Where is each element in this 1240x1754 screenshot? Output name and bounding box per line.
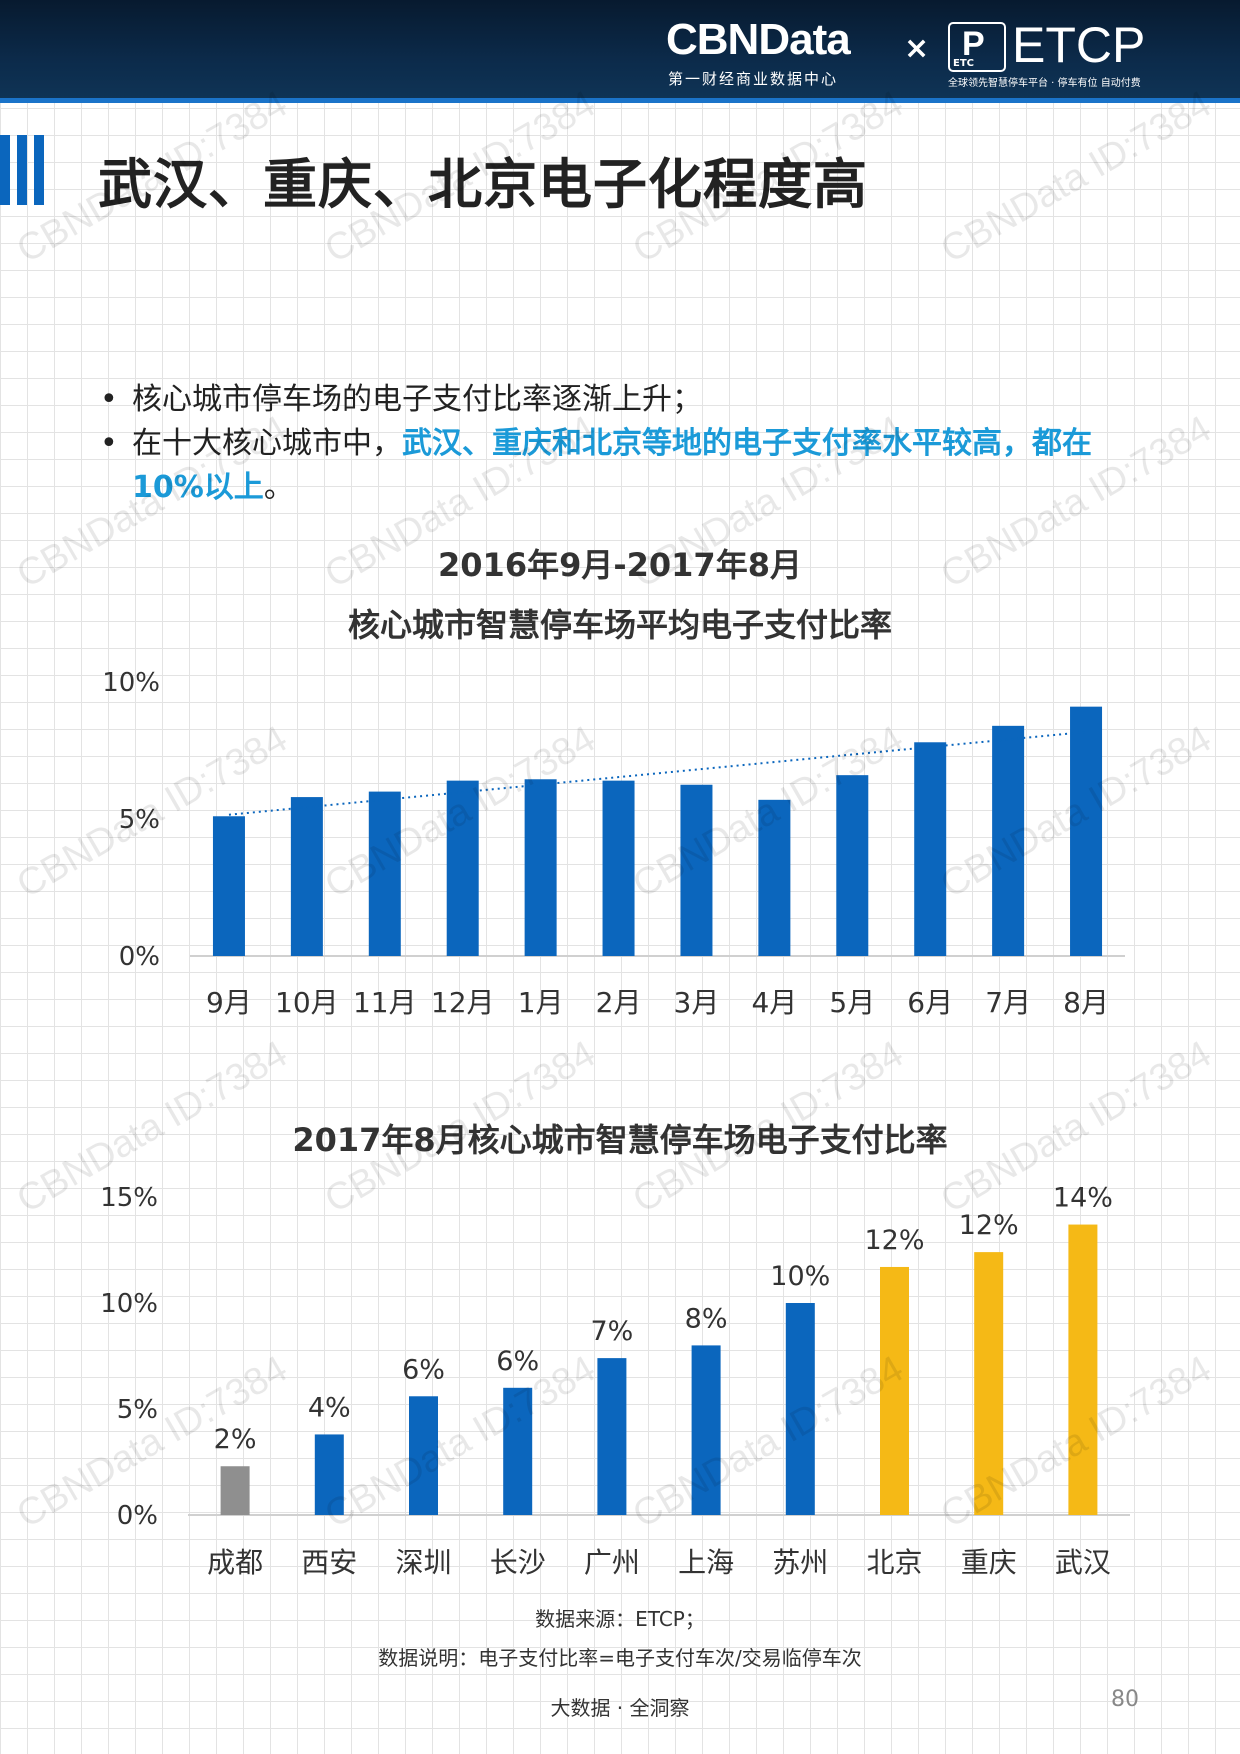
data-label: 4%: [308, 1392, 351, 1423]
bar: [220, 1466, 250, 1515]
data-label: 6%: [402, 1354, 445, 1385]
accent-bar: [0, 135, 10, 205]
x-tick-label: 深圳: [395, 1546, 451, 1579]
bullet-text: 核心城市停车场的电子支付比率逐渐上升；: [132, 382, 702, 417]
bullet-text-end: 。: [263, 470, 294, 505]
chart1-title-line2: 核心城市智慧停车场平均电子支付比率: [347, 606, 892, 644]
data-label: 12%: [959, 1210, 1019, 1241]
x-tick-label: 8月: [1063, 986, 1109, 1019]
x-tick-label: 5月: [829, 986, 875, 1019]
etcp-badge-text: ETC: [953, 58, 974, 69]
x-tick-label: 3月: [674, 986, 720, 1019]
y-tick-label: 0%: [117, 1501, 158, 1531]
x-tick-label: 7月: [985, 986, 1031, 1019]
bullet-dot-icon: •: [100, 382, 118, 417]
bar: [914, 742, 947, 956]
bar: [691, 1345, 721, 1515]
city-payment-rate-chart: 0% 5% 10% 15% 2% 成都 4% 西安 6% 深圳 6% 长沙 7% 广州 8% 上海 10% 苏州 1…: [100, 1183, 1130, 1579]
bar: [409, 1396, 438, 1515]
x-tick-label: 6月: [907, 986, 953, 1019]
cbndata-subtitle: 第一财经商业数据中心: [668, 70, 839, 88]
bar: [974, 1252, 1004, 1515]
etcp-badge-letter: P: [962, 25, 985, 63]
x-tick-label: 4月: [751, 986, 797, 1019]
bar: [212, 816, 245, 956]
bar: [992, 725, 1025, 956]
bar: [1070, 706, 1103, 956]
bar: [1068, 1224, 1098, 1515]
bar: [785, 1303, 815, 1515]
data-label: 14%: [1053, 1183, 1113, 1214]
bar: [446, 780, 479, 956]
x-tick-label: 11月: [353, 986, 417, 1019]
x-tick-label: 1月: [518, 986, 564, 1019]
x-tick-label: 苏州: [772, 1546, 828, 1579]
bar: [368, 791, 401, 956]
x-tick-label: 成都: [207, 1546, 263, 1579]
accent-bar: [17, 135, 27, 205]
x-tick-label: 长沙: [490, 1546, 546, 1579]
data-label: 2%: [214, 1424, 257, 1455]
bar: [680, 784, 713, 956]
x-tick-label: 9月: [206, 986, 252, 1019]
y-tick-label: 5%: [119, 805, 160, 835]
data-label: 7%: [590, 1316, 633, 1347]
y-tick-label: 0%: [119, 942, 160, 972]
data-note: 数据说明：电子支付比率=电子支付车次/交易临停车次: [378, 1646, 862, 1670]
header-rule: [0, 98, 1240, 103]
y-tick-label: 15%: [100, 1183, 158, 1213]
x-tick-label: 北京: [866, 1546, 922, 1579]
accent-bar: [34, 135, 44, 205]
bullet-highlight: 武汉、重庆和北京等地的电子支付率水平较高，都在10%以上: [132, 426, 1092, 505]
data-label: 8%: [685, 1303, 728, 1334]
bullet-list: • 核心城市停车场的电子支付比率逐渐上升； • 在十大核心城市中，武汉、重庆和北…: [98, 378, 1128, 510]
title-accent-bars: [0, 135, 46, 205]
monthly-payment-rate-chart: 0% 5% 10% 9月 10月 11月 12月 1月 2月 3月 4月 5月 6月 7月 8月: [102, 668, 1125, 1019]
bar: [602, 780, 635, 956]
bullet-text: 在十大核心城市中，: [132, 426, 402, 461]
cbndata-logo: CBNData: [666, 15, 851, 64]
header-banner: CBNData 第一财经商业数据中心 × P ETC ETCP 全球领先智慧停车…: [0, 0, 1240, 103]
y-tick-label: 10%: [100, 1289, 158, 1319]
data-label: 10%: [770, 1261, 830, 1292]
collab-cross: ×: [904, 31, 930, 66]
etcp-badge-icon: P ETC: [948, 22, 1006, 72]
chart2-title: 2017年8月核心城市智慧停车场电子支付比率: [292, 1121, 948, 1159]
footer-slogan: 大数据 · 全洞察: [550, 1696, 690, 1720]
bullet-item: • 核心城市停车场的电子支付比率逐渐上升；: [98, 378, 1128, 422]
bar: [880, 1266, 909, 1515]
bar: [503, 1387, 533, 1515]
bar: [758, 799, 791, 956]
data-label: 6%: [496, 1346, 539, 1377]
bar: [836, 775, 869, 956]
x-tick-label: 广州: [584, 1546, 640, 1579]
y-tick-label: 5%: [117, 1395, 158, 1425]
x-tick-label: 重庆: [961, 1546, 1017, 1579]
data-label: 12%: [864, 1225, 924, 1256]
page-title: 武汉、重庆、北京电子化程度高: [98, 153, 868, 216]
bar: [314, 1434, 344, 1515]
x-tick-label: 西安: [301, 1546, 357, 1579]
etcp-subtitle: 全球领先智慧停车平台 · 停车有位 自动付费: [948, 78, 1141, 89]
x-tick-label: 上海: [678, 1546, 734, 1579]
chart1-title-line1: 2016年9月-2017年8月: [438, 546, 802, 584]
data-source: 数据来源：ETCP；: [535, 1607, 705, 1631]
bar: [597, 1358, 627, 1515]
x-tick-label: 2月: [596, 986, 642, 1019]
y-tick-label: 10%: [102, 668, 160, 698]
etcp-logo: ETCP: [1012, 17, 1146, 73]
x-tick-label: 12月: [431, 986, 495, 1019]
bullet-item: • 在十大核心城市中，武汉、重庆和北京等地的电子支付率水平较高，都在10%以上。: [98, 422, 1128, 510]
bar: [290, 797, 323, 956]
bullet-dot-icon: •: [100, 426, 118, 461]
page-number: 80: [1111, 1687, 1139, 1712]
x-tick-label: 10月: [275, 986, 339, 1019]
bar: [524, 779, 557, 956]
x-tick-label: 武汉: [1055, 1546, 1111, 1579]
